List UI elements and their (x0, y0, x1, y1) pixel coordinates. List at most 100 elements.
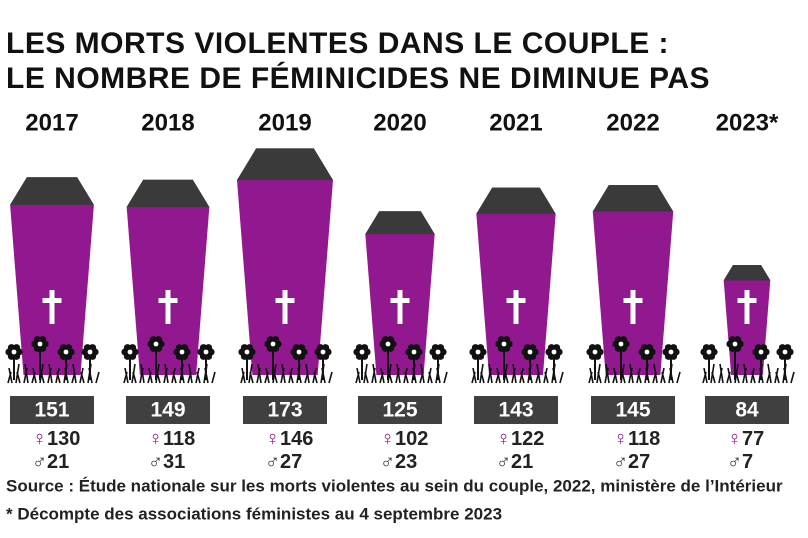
grass (751, 371, 756, 384)
series-value: 118 (628, 428, 660, 450)
series-label: ♀146 (265, 428, 313, 450)
petal (292, 344, 301, 352)
cross (275, 290, 295, 324)
grass (428, 371, 433, 384)
coffin (592, 185, 674, 375)
series-label: ♀130 (32, 428, 80, 450)
flower-heart (644, 349, 650, 355)
coffin (126, 179, 210, 375)
series-symbol: ♀ (496, 428, 511, 450)
series-value: 23 (395, 451, 417, 473)
petal (271, 336, 280, 344)
petal (412, 344, 421, 352)
flower-heart (758, 349, 764, 355)
flower-heart (527, 349, 533, 355)
petal (88, 352, 97, 360)
series-symbol: ♂ (148, 451, 163, 473)
series-label: ♂27 (265, 451, 302, 473)
petal (321, 344, 330, 352)
petal (707, 352, 716, 360)
series-value: 122 (511, 428, 544, 450)
total-box (591, 396, 675, 424)
flower-heart (385, 341, 391, 347)
series-value: 27 (628, 451, 650, 473)
petal (59, 344, 68, 352)
petal (412, 352, 421, 360)
petal (360, 352, 369, 360)
year-label: 2022 (606, 109, 659, 136)
flower-heart (359, 349, 365, 355)
total-label: 151 (34, 399, 69, 422)
grass (48, 363, 53, 384)
total-label: 143 (498, 399, 533, 422)
petal (528, 352, 537, 360)
petal (528, 344, 537, 352)
grass (24, 363, 29, 384)
cross (623, 290, 643, 324)
petal (123, 344, 132, 352)
grass (32, 367, 37, 384)
year-label: 2018 (141, 109, 194, 136)
petal (733, 344, 742, 352)
grass (80, 371, 85, 384)
petal (645, 344, 654, 352)
grass (676, 371, 681, 384)
petal (471, 344, 480, 352)
chart-subtitle: LE NOMBRE DE FÉMINICIDES NE DIMINUE PAS (6, 61, 710, 95)
petal (702, 344, 711, 352)
flower-heart (592, 349, 598, 355)
petal (316, 344, 325, 352)
petal (33, 336, 42, 344)
total-label: 125 (382, 399, 417, 422)
grass (544, 371, 549, 384)
series-value: 102 (395, 428, 428, 450)
total-box (474, 396, 558, 424)
petal (154, 344, 163, 352)
flower-heart (296, 349, 302, 355)
flower-heart (270, 341, 276, 347)
petal (355, 344, 364, 352)
grass (16, 371, 21, 384)
series-symbol: ♀ (265, 428, 280, 450)
series-symbol: ♀ (380, 428, 395, 450)
grass (289, 371, 294, 384)
petal (83, 344, 92, 352)
petal (436, 352, 445, 360)
series-value: 77 (742, 428, 764, 450)
petal (759, 344, 768, 352)
petal (619, 344, 628, 352)
grass (132, 371, 137, 384)
series-symbol: ♂ (613, 451, 628, 473)
flower-heart (320, 349, 326, 355)
petal (386, 344, 395, 352)
series-symbol: ♀ (148, 428, 163, 450)
petal (240, 344, 249, 352)
grass (313, 371, 318, 384)
series-value: 31 (163, 451, 185, 473)
series-label: ♂21 (32, 451, 69, 473)
grass (504, 371, 509, 384)
petal (645, 352, 654, 360)
petal (754, 344, 763, 352)
flower-heart (501, 341, 507, 347)
grass (172, 371, 177, 384)
grass (661, 371, 666, 384)
grass (496, 367, 501, 384)
grass (241, 367, 246, 384)
flower-heart (551, 349, 557, 355)
petal (523, 344, 532, 352)
petal (669, 344, 678, 352)
petal (593, 344, 602, 352)
series-label: ♀118 (613, 428, 660, 450)
series-symbol: ♂ (380, 451, 395, 473)
cross (158, 290, 178, 324)
petal (297, 352, 306, 360)
petal (783, 352, 792, 360)
cross (390, 290, 410, 324)
grass (8, 367, 13, 384)
grass (629, 363, 634, 384)
petal (431, 344, 440, 352)
series-value: 27 (280, 451, 302, 473)
grass (637, 371, 642, 384)
